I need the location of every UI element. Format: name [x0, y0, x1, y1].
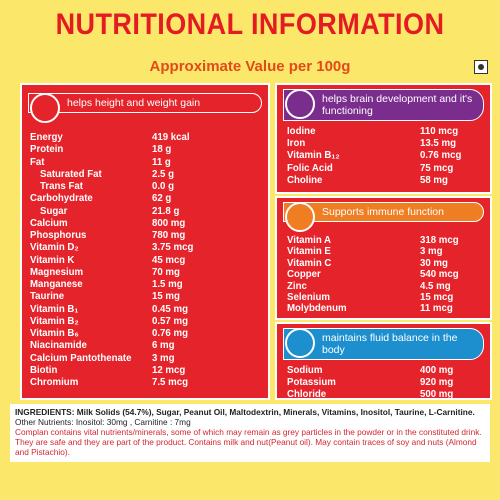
nutrient-value: 15 mg [152, 290, 180, 303]
nutrient-value: 18 g [152, 143, 172, 156]
nutrient-name: Vitamin A [287, 234, 332, 246]
nutrient-name: Choline [287, 173, 323, 186]
nutrient-name: Selenium [287, 291, 330, 303]
nutrient-name: Manganese [30, 278, 83, 290]
nutrient-name: Trans Fat [40, 180, 83, 192]
nutrient-name: Sugar [40, 204, 68, 217]
nutrient-name: Magnesium [30, 265, 84, 278]
nutrient-value: 0.45 mg [152, 302, 188, 315]
nutrient-name: Calcium Pantothenate [30, 351, 132, 364]
nutrient-value: 7.5 mcg [152, 376, 188, 388]
nutrient-value: 62 g [152, 192, 172, 205]
nutrient-value: 13.5 mg [420, 137, 456, 150]
nutrient-name: Carbohydrate [30, 192, 93, 205]
nutrient-value: 110 mcg [420, 125, 459, 137]
nutrient-name: Phosphorus [30, 229, 87, 241]
nutrient-name: Iron [287, 137, 306, 150]
panel-icon [285, 202, 315, 232]
nutrient-value: 780 mg [152, 229, 186, 241]
subtitle: Approximate Value per 100g [149, 58, 351, 75]
nutrient-value: 0.57 mg [152, 314, 188, 327]
nutrient-value: 3.75 mcg [152, 241, 194, 254]
panel-heading: helps height and weight gain [28, 93, 262, 113]
panel-icon [285, 89, 315, 119]
other-nutrients: Other Nutrients: Inositol: 30mg , Carnit… [15, 417, 191, 427]
panel [20, 83, 270, 400]
nutrient-name: Folic Acid [287, 161, 333, 174]
nutrient-name: Energy [30, 131, 63, 143]
nutrient-value: 3 mg [420, 245, 443, 258]
nutrient-name: Vitamin B₁ [30, 302, 79, 315]
nutrient-value: 12 mcg [152, 363, 186, 376]
nutrient-value: 6 mg [152, 339, 175, 352]
nutrient-name: Zinc [287, 279, 307, 292]
nutrient-name: Saturated Fat [40, 167, 102, 180]
nutrient-name: Biotin [30, 363, 58, 376]
panel-icon [285, 328, 315, 358]
nutrient-value: 540 mcg [420, 268, 459, 281]
nutrient-value: 3 mg [152, 351, 175, 364]
nutrient-name: Fat [30, 155, 45, 168]
nutrient-name: Calcium [30, 216, 68, 229]
nutrient-value: 0.76 mcg [420, 149, 462, 162]
nutrient-name: Vitamin B₂ [30, 314, 79, 327]
panel-heading: Supports immune function [283, 202, 484, 222]
nutrient-value: 1.5 mg [152, 278, 183, 290]
nutrient-value: 318 mcg [420, 234, 459, 246]
nutrient-name: Vitamin E [287, 245, 331, 258]
nutrient-value: 2.5 g [152, 167, 175, 180]
nutrient-value: 920 mg [420, 376, 454, 388]
nutrient-value: 11 g [152, 155, 171, 168]
nutrient-value: 4.5 mg [420, 279, 451, 292]
nutrient-name: Taurine [30, 290, 65, 303]
nutrient-value: 0.76 mg [152, 327, 188, 339]
nutrient-name: Chromium [30, 376, 79, 388]
nutrient-name: Molybdenum [287, 302, 347, 315]
nutrient-name: Copper [287, 268, 321, 281]
nutrient-value: 58 mg [420, 173, 448, 186]
nutrient-name: Niacinamide [30, 339, 87, 352]
nutrient-value: 21.8 g [152, 204, 180, 217]
nutrient-value: 400 mg [420, 364, 454, 376]
notice: Complan contains vital nutrients/mineral… [15, 427, 482, 457]
nutrient-value: 30 mg [420, 256, 448, 269]
nutrient-value: 500 mg [420, 388, 454, 400]
panel-icon [30, 93, 60, 123]
nutrient-value: 419 kcal [152, 131, 190, 143]
nutrient-value: 0.0 g [152, 180, 175, 192]
nutrient-value: 75 mcg [420, 161, 454, 174]
nutrient-name: Vitamin K [30, 253, 75, 266]
title: NUTRITIONAL INFORMATION [55, 8, 445, 41]
nutrient-name: Potassium [287, 376, 336, 388]
nutrient-name: Chloride [287, 388, 327, 400]
nutrient-value: 45 mcg [152, 253, 186, 266]
nutrient-value: 11 mcg [420, 302, 453, 315]
nutrient-name: Vitamin C [287, 256, 332, 269]
ingredients: INGREDIENTS: Milk Solids (54.7%), Sugar,… [15, 407, 475, 417]
nutrient-name: Iodine [287, 125, 316, 137]
panel-heading: maintains fluid balance in the body [283, 328, 484, 360]
nutrient-name: Sodium [287, 364, 323, 376]
footer: INGREDIENTS: Milk Solids (54.7%), Sugar,… [10, 404, 490, 462]
nutrient-name: Vitamin B₆ [30, 327, 79, 339]
nutrient-value: 70 mg [152, 265, 180, 278]
nutrient-value: 15 mcg [420, 291, 454, 303]
nutrient-name: Protein [30, 143, 64, 156]
panel-heading: helps brain development and it's functio… [283, 89, 484, 121]
nutrient-value: 800 mg [152, 216, 186, 229]
nutrient-name: Vitamin B₁₂ [287, 149, 340, 162]
veg-mark [474, 60, 488, 74]
nutrient-name: Vitamin D₂ [30, 241, 79, 254]
